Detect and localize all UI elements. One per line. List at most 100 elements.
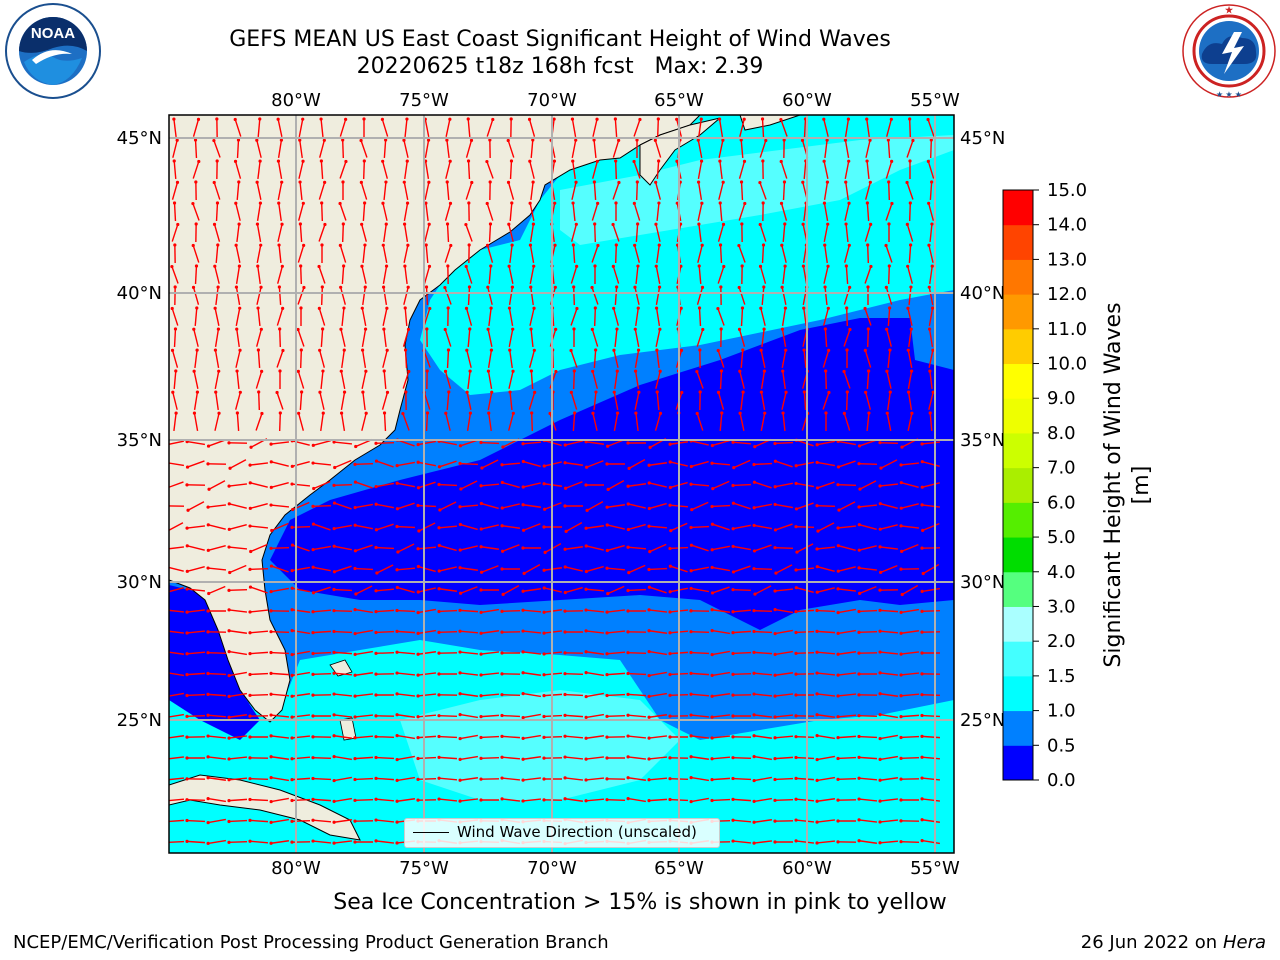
wind-arrow-head (248, 672, 252, 677)
map-title-line1: GEFS MEAN US East Coast Significant Heig… (229, 27, 891, 52)
wind-arrow-head (173, 243, 177, 247)
wind-arrow-head (277, 243, 281, 247)
wind-arrow-head (311, 839, 315, 843)
wind-arrow-head (719, 327, 723, 331)
colorbar-tick-label: 12.0 (1047, 284, 1087, 305)
wind-arrow (838, 501, 856, 511)
wind-arrow (711, 462, 731, 466)
wind-arrow-head (571, 201, 575, 205)
wind-arrow (634, 350, 640, 368)
wind-arrow-head (773, 589, 777, 593)
wind-arrow (425, 286, 429, 306)
wind-arrow-head (197, 159, 201, 164)
colorbar-segment (1003, 641, 1033, 677)
wind-arrow (691, 440, 709, 446)
wind-arrow (208, 839, 226, 845)
wind-arrow (446, 181, 450, 201)
lon-label-bottom-75w: 75°W (399, 858, 449, 879)
wave-band-light-north (560, 135, 954, 245)
wind-arrow-head (416, 777, 420, 781)
wind-arrow-head (407, 369, 411, 374)
wind-arrow (907, 392, 913, 410)
wind-arrow-head (634, 411, 638, 415)
wind-arrow (355, 585, 373, 595)
wind-arrow (690, 525, 710, 529)
wind-arrow (929, 370, 933, 390)
wind-arrow-head (605, 756, 609, 760)
wind-arrow (465, 182, 473, 200)
wind-arrow (845, 223, 849, 243)
wind-arrow (585, 756, 605, 760)
wind-arrow (753, 651, 773, 655)
wind-arrow (612, 308, 620, 326)
wind-arrow-head (362, 117, 366, 121)
wind-arrow-head (836, 756, 840, 761)
wind-arrow (271, 587, 289, 593)
wind-arrow (186, 672, 206, 676)
wind-arrow (383, 412, 387, 432)
wind-arrow-head (206, 444, 211, 448)
colorbar-tick-label: 1.5 (1047, 666, 1076, 687)
wind-arrow (480, 630, 500, 634)
wind-arrow (509, 349, 513, 369)
wind-arrow (320, 370, 324, 390)
wind-arrow (355, 544, 373, 552)
wind-arrow-head (395, 757, 399, 762)
wind-arrow (214, 350, 220, 368)
wind-arrow-head (426, 138, 431, 142)
wind-arrow-head (864, 390, 868, 394)
wind-arrow (880, 459, 898, 469)
wind-arrow-head (878, 692, 882, 696)
wind-arrow-head (170, 306, 174, 311)
wind-arrow-head (529, 285, 533, 289)
colorbar-tick-label: 8.0 (1047, 423, 1076, 444)
wind-arrow (738, 287, 746, 305)
wind-arrow (213, 182, 221, 200)
wind-arrow-head (899, 524, 903, 528)
wind-arrow (270, 735, 290, 739)
wind-arrow (837, 735, 857, 739)
wind-arrow (488, 265, 492, 285)
wind-arrow (782, 181, 786, 201)
wind-arrow-head (269, 841, 273, 845)
wind-arrow-head (563, 672, 567, 676)
wind-arrow (571, 140, 577, 158)
wind-arrow-head (206, 734, 210, 738)
wind-arrow (739, 119, 745, 137)
wind-arrow-head (867, 369, 871, 373)
wind-arrow-head (869, 222, 873, 226)
wind-arrow-head (521, 503, 525, 507)
wind-arrow-head (374, 589, 378, 593)
wind-arrow (698, 223, 702, 243)
wind-arrow (824, 244, 828, 264)
wind-arrow-head (899, 481, 903, 485)
wind-arrow-head (332, 501, 337, 505)
wind-arrow-head (542, 586, 546, 590)
wind-arrow-head (900, 592, 904, 597)
wind-arrow-head (301, 159, 305, 163)
wind-arrow (929, 139, 933, 159)
wind-arrow-head (311, 591, 316, 595)
wind-arrow (816, 609, 836, 613)
wind-arrow-head (487, 411, 491, 415)
wind-arrow-head (269, 755, 273, 759)
wind-arrow-head (635, 180, 639, 184)
wind-arrow-head (737, 327, 742, 331)
wind-arrow-head (900, 549, 904, 553)
wind-arrow (423, 266, 431, 284)
wind-arrow-head (784, 348, 788, 352)
wind-arrow (318, 350, 326, 368)
wind-arrow-head (824, 369, 828, 373)
wind-arrow-head (878, 712, 882, 717)
wind-arrow-head (615, 369, 619, 373)
wind-arrow-head (489, 348, 494, 352)
wind-arrow-head (824, 411, 828, 415)
footer-date: 26 Jun 2022 on Hera (1081, 932, 1266, 953)
wind-arrow-head (753, 445, 757, 449)
wind-arrow (719, 370, 723, 390)
wind-arrow-head (847, 201, 851, 205)
wind-arrow (381, 392, 389, 410)
wind-arrow (376, 460, 394, 468)
wind-arrow-head (164, 650, 167, 653)
wind-arrow (817, 755, 835, 761)
